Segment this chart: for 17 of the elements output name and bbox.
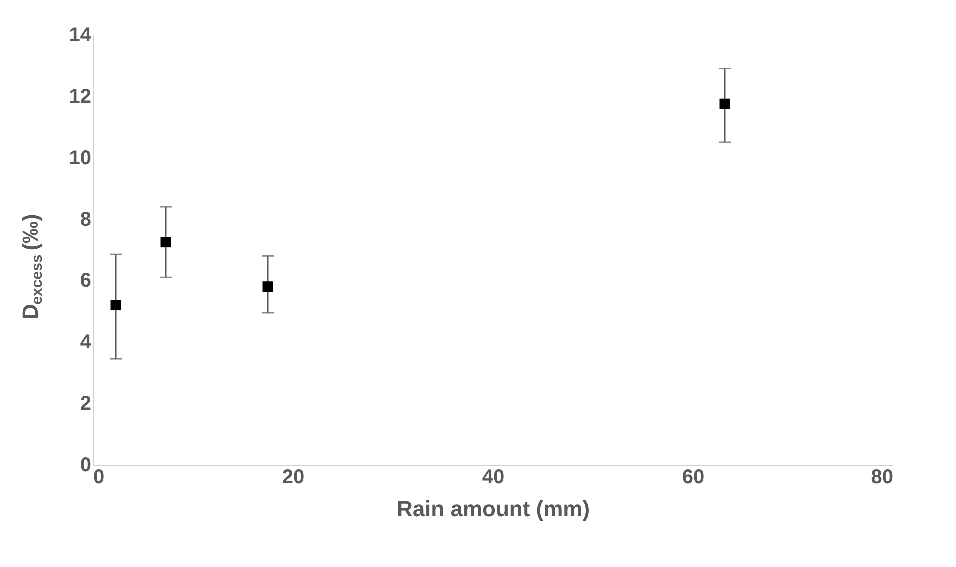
y-tick-label: 10	[69, 147, 92, 170]
y-tick-label: 12	[69, 86, 92, 108]
y-axis-title: Dexcess (‰)	[18, 214, 46, 320]
x-axis-title: Rain amount (mm)	[396, 496, 590, 522]
y-tick-label: 4	[80, 332, 92, 354]
x-tick-label: 80	[871, 466, 894, 488]
y-tick-label: 2	[80, 393, 92, 416]
point	[110, 300, 122, 311]
y-tick-label: 8	[80, 208, 92, 231]
y-tick-label: 14	[69, 24, 92, 46]
x-tick-label: 60	[682, 466, 705, 488]
x-tick-label: 20	[282, 466, 305, 488]
x-tick-label: 40	[482, 466, 505, 488]
y-tick-label: 6	[80, 270, 92, 292]
point	[160, 237, 172, 248]
point	[720, 98, 730, 110]
point	[262, 282, 274, 292]
